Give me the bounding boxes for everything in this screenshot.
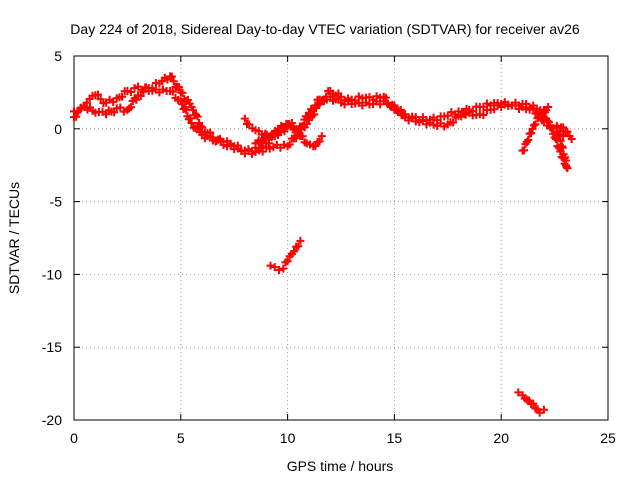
series-late-arcs: [518, 102, 576, 173]
data-point: [567, 134, 576, 143]
data-point: [531, 120, 540, 129]
data-point: [148, 84, 157, 93]
data-point: [180, 104, 189, 113]
series-outlier-arc-B: [514, 388, 548, 417]
y-tick-label: -15: [42, 339, 62, 355]
data-point: [563, 127, 572, 136]
data-point: [535, 408, 544, 417]
data-point: [351, 96, 360, 105]
data-point: [196, 122, 205, 131]
data-point: [388, 100, 397, 109]
data-point: [304, 116, 313, 125]
data-point: [178, 100, 187, 109]
data-point: [552, 121, 561, 130]
data-point: [285, 140, 294, 149]
x-tick-label: 20: [493, 430, 509, 446]
axis-ticks: [73, 55, 609, 421]
series-main-trace-1: [70, 82, 568, 156]
data-point: [73, 108, 82, 117]
data-point: [182, 105, 191, 114]
y-tick-label: 0: [54, 121, 62, 137]
data-point: [519, 146, 528, 155]
series-loop-arcs: [240, 114, 326, 151]
data-point: [544, 118, 553, 127]
data-point: [292, 134, 301, 143]
data-point: [275, 266, 284, 275]
data-point: [311, 141, 320, 150]
data-point: [539, 405, 548, 414]
chart-title: Day 224 of 2018, Sidereal Day-to-day VTE…: [70, 21, 580, 37]
tick-labels: 0 5 10 15 20 25 5 0 -5 -10 -15 -20: [42, 48, 616, 446]
x-tick-label: 0: [70, 430, 78, 446]
data-point: [322, 92, 331, 101]
data-point: [169, 77, 178, 86]
y-tick-label: -20: [42, 412, 62, 428]
data-point: [544, 102, 553, 111]
data-point: [94, 90, 103, 99]
y-tick-label: -5: [50, 194, 63, 210]
data-point: [270, 263, 279, 272]
y-tick-label: -10: [42, 266, 62, 282]
data-point: [273, 127, 282, 136]
data-point: [559, 123, 568, 132]
data-point: [178, 88, 187, 97]
plot-frame: [73, 55, 609, 421]
data-point: [72, 112, 81, 121]
data-point: [319, 97, 328, 106]
data-point: [310, 110, 319, 119]
x-axis-label: GPS time / hours: [287, 458, 394, 474]
data-point: [240, 114, 249, 123]
data-points: [70, 72, 576, 417]
x-tick-label: 25: [600, 430, 616, 446]
series-outlier-arc-A: [266, 236, 305, 275]
data-point: [529, 399, 538, 408]
data-point: [543, 116, 552, 125]
data-point: [186, 114, 195, 123]
y-axis-label: SDTVAR / TECUs: [6, 182, 22, 294]
data-point: [118, 92, 127, 101]
data-point: [317, 132, 326, 141]
data-point: [290, 247, 299, 256]
data-point: [294, 242, 303, 251]
data-point: [562, 163, 571, 172]
data-point: [187, 118, 196, 127]
data-point: [524, 136, 533, 145]
data-point: [126, 103, 135, 112]
data-point: [139, 87, 148, 96]
data-point: [266, 261, 275, 270]
x-tick-label: 10: [280, 430, 296, 446]
grid-lines: [74, 56, 608, 420]
data-point: [315, 137, 324, 146]
x-tick-label: 15: [387, 430, 403, 446]
data-point: [449, 118, 458, 127]
data-point: [175, 83, 184, 92]
data-point: [381, 93, 390, 102]
x-tick-label: 5: [177, 430, 185, 446]
data-point: [206, 128, 215, 137]
data-point: [298, 132, 307, 141]
data-point: [279, 264, 288, 273]
data-point: [546, 123, 555, 132]
data-point: [257, 137, 266, 146]
data-point: [537, 108, 546, 117]
data-point: [283, 257, 292, 266]
data-point: [198, 123, 207, 132]
data-point: [136, 91, 145, 100]
data-point: [527, 129, 536, 138]
data-point: [132, 95, 141, 104]
data-point: [189, 106, 198, 115]
y-tick-label: 5: [54, 48, 62, 64]
data-point: [168, 87, 177, 96]
data-point: [116, 103, 125, 112]
data-point: [514, 388, 523, 397]
series-main-trace-2: [70, 72, 548, 158]
data-point: [296, 236, 305, 245]
data-point: [479, 111, 488, 120]
data-point: [193, 112, 202, 121]
data-point: [167, 72, 176, 81]
